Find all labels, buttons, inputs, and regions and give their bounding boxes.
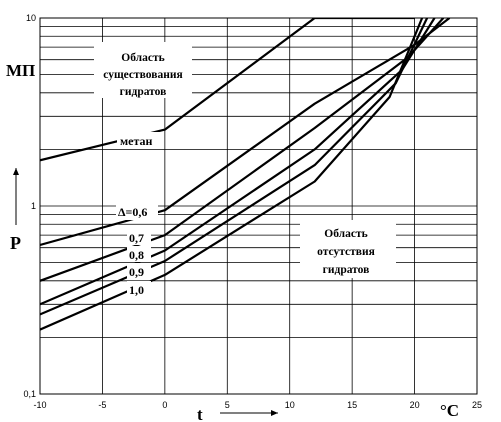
x-tick-label: 5 <box>225 400 230 410</box>
hydrate-region-label: Область существования гидратов <box>94 42 192 98</box>
x-axis-unit: °C <box>440 401 459 420</box>
x-tick-label: 25 <box>472 400 482 410</box>
series-label-1-0: 1,0 <box>129 283 144 297</box>
hydrate-region-label-line2: существования <box>103 69 182 81</box>
hydrate-region-label-line1: Область <box>121 52 164 64</box>
no-hydrate-region-label: Область отсутствия гидратов <box>300 220 396 278</box>
no-hydrate-region-label-line1: Область <box>324 228 367 240</box>
no-hydrate-region-label-line2: отсутствия <box>317 246 375 258</box>
y-axis-title: P <box>10 233 21 253</box>
x-tick-label: 10 <box>285 400 295 410</box>
series-line-2 <box>40 18 445 282</box>
plot-frame <box>39 17 478 395</box>
series-line-0 <box>40 18 415 162</box>
x-axis-title: t <box>197 405 203 422</box>
y-tick-label: 0,1 <box>23 389 36 399</box>
x-tick-label: -5 <box>98 400 106 410</box>
x-tick-label: -10 <box>33 400 46 410</box>
series-label-0-9: 0,9 <box>129 265 144 279</box>
series-label-0-8: 0,8 <box>129 248 144 262</box>
series-label-0-7: 0,7 <box>129 231 144 245</box>
x-tick-label: 20 <box>410 400 420 410</box>
x-tick-label: 15 <box>347 400 357 410</box>
series-label-0-6: Δ=0,6 <box>118 205 147 219</box>
x-tick-label: 0 <box>162 400 167 410</box>
hydrate-region-label-line3: гидратов <box>120 86 167 98</box>
series-label-methane: метан <box>120 134 153 148</box>
y-axis-unit: МП <box>6 61 35 80</box>
series-layer <box>40 18 451 331</box>
tick-layer: -10 -5 0 5 10 15 20 25 0,1 1 10 <box>23 13 482 410</box>
series-label-layer: метан Δ=0,6 0,7 0,8 0,9 1,0 <box>116 132 163 297</box>
y-tick-label: 10 <box>26 13 36 23</box>
series-line-3 <box>40 18 436 306</box>
series-line-4 <box>40 18 429 316</box>
grid <box>40 18 477 394</box>
y-tick-label: 1 <box>31 201 36 211</box>
no-hydrate-region-label-line3: гидратов <box>323 264 370 276</box>
series-line-5 <box>40 18 424 331</box>
